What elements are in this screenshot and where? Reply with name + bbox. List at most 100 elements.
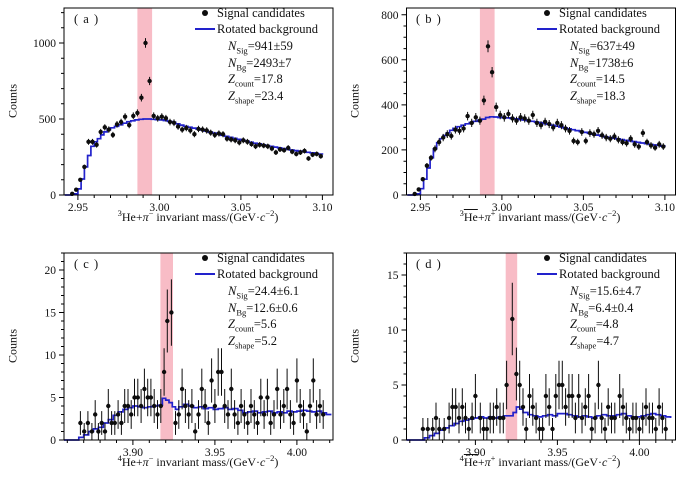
stat-line: NBg=2493±7	[228, 55, 293, 72]
stat-value: =14.5	[595, 72, 625, 86]
data-point	[269, 146, 275, 151]
data-point	[306, 156, 311, 161]
data-point	[148, 395, 154, 400]
data-point	[115, 412, 121, 417]
data-point	[478, 415, 483, 421]
plot-b: 2.95 3.00 3.05 3.10 0 200 400 600 800	[381, 7, 676, 214]
data-point	[566, 393, 572, 399]
background-line	[64, 118, 324, 196]
plot-c: 3.90 3.95 4.00 0 5 10 15 20	[45, 252, 334, 459]
y-axis-label: Counts	[5, 83, 20, 119]
data-point	[188, 128, 193, 133]
x-tick-label: 3.95	[547, 447, 567, 459]
data-point	[460, 404, 465, 410]
data-point	[258, 395, 263, 400]
stat-value: =17.8	[253, 72, 283, 86]
panel-c: 3.90 3.95 4.00 0 5 10 15 20 ( c ) Signal candidat…	[0, 245, 342, 490]
data-point	[237, 140, 242, 145]
plot-frame	[406, 7, 676, 196]
data-point	[551, 125, 556, 130]
data-point	[518, 115, 523, 120]
x-tick-label: 3.90	[465, 447, 485, 459]
data-point	[311, 378, 316, 383]
stat-symbol: Z	[228, 317, 235, 331]
line-icon	[195, 272, 215, 276]
data-point	[420, 177, 425, 182]
stat-symbol: Z	[228, 333, 235, 348]
data-point	[494, 104, 499, 110]
data-point	[245, 420, 250, 426]
data-point	[314, 151, 319, 157]
data-point	[612, 134, 617, 139]
data-point	[463, 415, 468, 421]
legend-item: Rotated background	[193, 21, 318, 37]
stat-subscript: shape	[234, 340, 255, 350]
panel-a: 2.95 3.00 3.05 3.10 0 500 1000 ( a ) Signal cand…	[0, 0, 342, 245]
legend-item: Rotated background	[535, 266, 660, 282]
data-point	[229, 386, 234, 392]
data-point	[281, 148, 287, 153]
data-point	[620, 139, 625, 145]
y-tick-label: 600	[381, 55, 399, 67]
data-point	[510, 116, 515, 121]
data-point	[575, 139, 580, 145]
x-tick-label: 3.05	[231, 202, 251, 214]
signal-region-band	[505, 253, 518, 440]
data-point	[530, 404, 535, 410]
data-point	[627, 426, 632, 432]
data-point	[122, 403, 127, 409]
data-point	[175, 124, 181, 129]
data-point	[570, 393, 575, 399]
data-point	[453, 127, 458, 132]
background-line	[407, 115, 666, 196]
data-point	[481, 98, 487, 103]
stat-line: Zshape=18.3	[570, 88, 635, 105]
y-tick-label: 800	[381, 10, 399, 22]
data-point	[179, 386, 185, 392]
data-point	[298, 150, 303, 155]
data-point	[200, 127, 205, 132]
stat-subscript: Sig	[236, 45, 248, 56]
data-point	[602, 426, 608, 432]
line-icon	[195, 27, 215, 31]
data-point	[78, 420, 83, 426]
stat-symbol: N	[570, 300, 579, 315]
data-point	[450, 404, 455, 410]
data-points	[78, 310, 326, 434]
data-point	[555, 120, 560, 126]
x-tick-label: 3.10	[312, 202, 332, 214]
dot-icon	[202, 10, 208, 16]
data-point	[302, 148, 307, 154]
stats-block: NSig=941±59 NBg=2493±7 Zcount=17.8 Zshape=2…	[228, 38, 293, 104]
stat-symbol: N	[228, 55, 237, 70]
data-point	[624, 141, 629, 146]
data-point	[617, 393, 622, 399]
line-icon	[537, 272, 557, 276]
y-tick-label: 0	[393, 190, 399, 202]
stat-symbol: N	[228, 39, 237, 53]
x-tick-label: 3.00	[492, 202, 512, 214]
stat-value: =12.6±0.6	[246, 300, 298, 315]
data-point	[586, 393, 591, 399]
plot-frame	[63, 7, 334, 196]
data-point	[248, 403, 254, 409]
panel-tag: ( b )	[416, 12, 442, 26]
data-point	[599, 415, 604, 421]
stat-value: =18.3	[596, 88, 626, 103]
data-point	[261, 143, 266, 148]
data-point	[114, 122, 120, 127]
data-point	[129, 412, 134, 417]
data-point	[560, 382, 565, 388]
legend: Signal candidates Rotated background	[535, 250, 660, 282]
data-point	[481, 426, 486, 432]
axis-ticks	[401, 14, 666, 200]
data-point	[473, 393, 478, 399]
data-point	[232, 412, 237, 417]
data-point	[491, 415, 496, 421]
data-point	[225, 412, 231, 417]
stat-symbol: N	[570, 39, 579, 53]
data-point	[477, 118, 483, 123]
stat-line: NBg=12.6±0.6	[228, 300, 299, 317]
data-point	[498, 112, 503, 118]
data-point	[291, 420, 296, 426]
